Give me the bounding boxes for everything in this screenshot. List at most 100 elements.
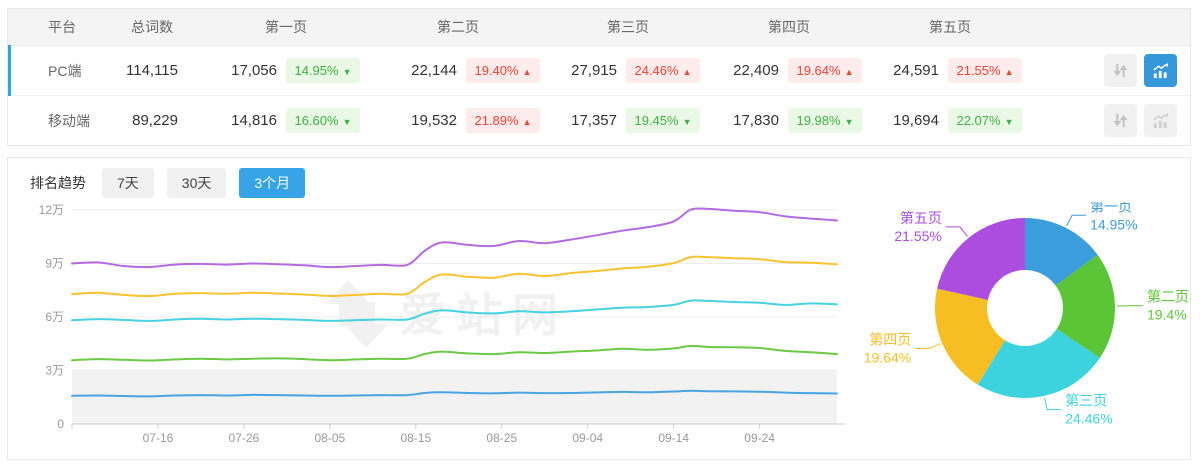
platform-label: 移动端 [48,112,90,129]
header-cell-page5: 第五页 [929,19,971,35]
page2-change-badge: 21.89% ▲ [466,108,540,133]
watermark-text: 爱站网 [400,289,568,341]
sort-button[interactable] [1104,54,1137,87]
arrow-down-icon: ▼ [682,117,692,127]
page3-count: 17,357 [571,112,617,129]
y-axis-label: 12万 [39,203,64,217]
trend-chart-icon [1153,62,1169,79]
donut-slice-page2[interactable] [1055,254,1116,358]
x-axis-label: 08-15 [400,431,431,445]
page5-cell: 24,591 21.55% ▲ [870,58,1030,83]
page1-cell: 14,816 16.60% ▼ [204,108,368,133]
page4-change-badge: 19.98% ▼ [788,108,862,133]
donut-label-line [1044,397,1062,411]
donut-label-pct-page5: 21.55% [894,228,941,244]
sort-button[interactable] [1104,104,1137,137]
page2-cell: 19,532 21.89% ▲ [368,108,548,133]
donut-label-line [945,226,968,237]
donut-slice-page5[interactable] [937,218,1025,300]
donut-label-page3: 第三页 [1065,393,1107,409]
x-axis-label: 07-16 [143,431,174,445]
x-axis-label: 08-05 [315,431,346,445]
series-line-page5 [71,207,838,269]
table-body: PC端 114,115 17,056 14.95% ▼ 22,144 19.40% ▲ 27,9… [8,45,1190,145]
tab-7d[interactable]: 7天 [102,168,154,198]
series-line-page2 [71,344,838,362]
arrow-up-icon: ▲ [522,117,532,127]
page5-count: 19,694 [893,112,939,129]
donut-label-line [1066,214,1087,227]
page2-count: 19,532 [411,112,457,129]
arrow-up-icon: ▲ [844,67,854,77]
page1-count: 17,056 [231,62,277,79]
table-header: 平台 总词数 第一页 第二页 第三页 第四页 第五页 [8,9,1190,46]
page1-change-badge: 16.60% ▼ [286,108,360,133]
page4-cell: 22,409 19.64% ▲ [708,58,870,83]
donut-label-page2: 第二页 [1147,289,1189,305]
arrow-down-icon: ▼ [342,67,352,77]
total-words-value: 114,115 [126,62,178,79]
donut-label-pct-page3: 24.46% [1065,411,1112,427]
page3-change-badge: 19.45% ▼ [626,108,700,133]
header-cell-page2: 第二页 [437,19,479,35]
y-axis-label: 9万 [45,257,64,271]
x-axis-label: 08-25 [486,431,517,445]
chart-toggle-button[interactable] [1144,104,1177,137]
page4-count: 22,409 [733,62,779,79]
page5-change-badge: 22.07% ▼ [948,108,1022,133]
series-line-page4 [71,255,838,298]
total-words-value: 89,229 [132,112,178,129]
table-row-mobile[interactable]: 移动端 89,229 14,816 16.60% ▼ 19,532 21.89% ▲ 17,35… [8,96,1190,145]
page2-change-badge: 19.40% ▲ [466,58,540,83]
x-axis-label: 09-24 [744,431,775,445]
page3-count: 27,915 [571,62,617,79]
page3-change-badge: 24.46% ▲ [626,58,700,83]
donut-slice-page4[interactable] [935,288,1006,385]
page2-count: 22,144 [411,62,457,79]
page1-cell: 17,056 14.95% ▼ [204,58,368,83]
header-cell-platform: 平台 [48,19,76,35]
arrow-up-icon: ▲ [1004,67,1014,77]
donut-slice-page1[interactable] [1025,218,1098,286]
trend-panel-header: 排名趋势 7天 30天 3个月 [8,158,1190,198]
header-cell-total-words: 总词数 [131,19,173,35]
row-actions [1030,54,1190,87]
page5-change-badge: 21.55% ▲ [948,58,1022,83]
page3-cell: 27,915 24.46% ▲ [548,58,708,83]
donut-label-pct-page4: 19.64% [864,350,911,366]
page1-count: 14,816 [231,112,277,129]
page5-count: 24,591 [893,62,939,79]
series-line-page3 [71,299,838,322]
page1-change-badge: 14.95% ▼ [286,58,360,83]
page2-cell: 22,144 19.40% ▲ [368,58,548,83]
donut-label-line [915,343,941,350]
x-axis-label: 09-14 [658,431,689,445]
series-line-page1 [71,389,838,398]
chart-toggle-button[interactable] [1144,54,1177,87]
trend-panel-title: 排名趋势 [30,175,86,191]
watermark-logo-down-arrow-icon [344,302,388,348]
x-axis-label: 07-26 [229,431,260,445]
y-axis-label: 3万 [45,364,64,378]
page4-change-badge: 19.64% ▲ [788,58,862,83]
band-0-3wan [72,370,837,424]
page5-cell: 19,694 22.07% ▼ [870,108,1030,133]
y-axis-label: 0 [57,417,64,431]
tab-30d[interactable]: 30天 [166,168,227,198]
page4-count: 17,830 [733,112,779,129]
donut-label-pct-page2: 19.4% [1147,307,1187,323]
aizhan-watermark: 爱站网 [326,280,568,348]
donut-label-page1: 第一页 [1090,202,1132,214]
arrow-up-icon: ▲ [682,67,692,77]
donut-slice-page3[interactable] [977,329,1100,399]
tab-3m[interactable]: 3个月 [239,168,306,198]
table-row-pc[interactable]: PC端 114,115 17,056 14.95% ▼ 22,144 19.40% ▲ 27,9… [8,45,1190,96]
donut-label-pct-page1: 14.95% [1090,216,1137,232]
x-axis-label: 09-04 [572,431,603,445]
sort-arrows-icon [1113,113,1128,128]
header-cell-page1: 第一页 [265,19,307,35]
sort-arrows-icon [1113,63,1128,78]
trend-chart-icon [1153,112,1169,129]
arrow-down-icon: ▼ [1004,117,1014,127]
